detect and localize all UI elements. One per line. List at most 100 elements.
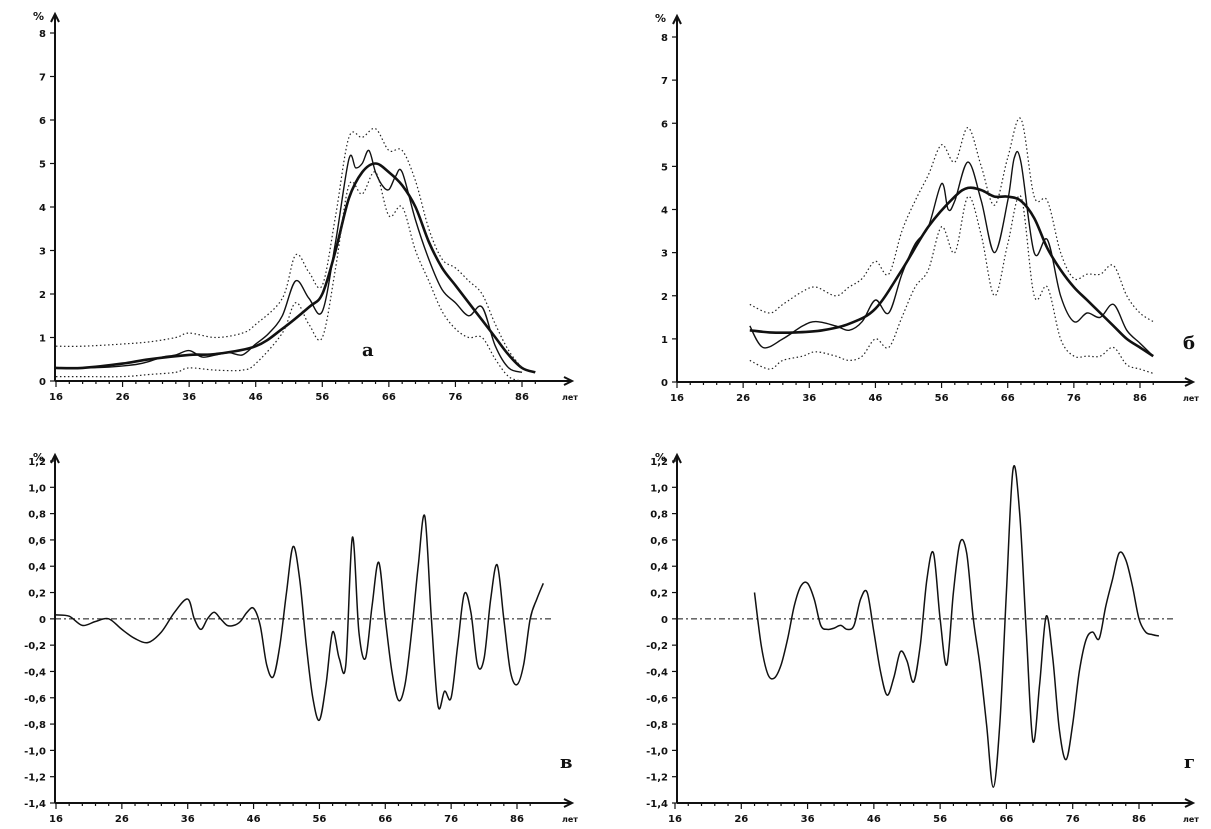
panel-v-xtick-label: 36 [181,814,195,825]
panel-v-ylabel: % [33,451,44,464]
panel-v-axes: -1,4 -1,2 -1,0 -0,8 -0,6 -0,4 -0,2 0 0,2 0,4 0,6 0,… [24,452,575,825]
panel-v: -1,4 -1,2 -1,0 -0,8 -0,6 -0,4 -0,2 0 0,2 0,4 0,6 0,… [24,451,578,825]
panel-g-ytick-label: 1,2 [650,457,668,468]
panel-b-ytick-label: 0 [661,378,668,389]
panel-v-ytick-label: -1,2 [24,773,46,784]
panel-v-ytick-label: 1,2 [28,457,46,468]
panel-v-xtick-label: 26 [115,814,129,825]
panel-a-letter: а [362,340,374,361]
panel-g-series-resid-0 [753,465,1160,788]
panel-g-ytick-label: 0,4 [650,562,668,573]
panel-g-xtick-label: 86 [1132,814,1146,825]
panel-v-xtick-label: 16 [49,814,63,825]
panel-v-ytick-label: -1,4 [24,799,46,810]
panel-a-ytick-label: 0 [39,377,46,388]
panel-v-ytick-label: -0,2 [24,641,46,652]
panel-a-series-dotted-3 [56,171,523,382]
panel-b-series-dotted-2 [749,117,1154,323]
panel-g-ytick-label: -0,4 [646,667,668,678]
panel-g-ytick-label: -0,2 [646,641,668,652]
panel-b-ytick-label: 6 [661,119,668,130]
panel-a-xtick-label: 66 [382,392,396,403]
panel-a-xtick-label: 36 [182,392,196,403]
panel-g-axes: -1,4 -1,2 -1,0 -0,8 -0,6 -0,4 -0,2 0 0,2 0,4 0,6 0,… [646,452,1196,825]
panel-a-xtick-label: 16 [49,392,63,403]
panel-b-xtick-label: 16 [670,393,684,404]
panel-a-ytick-label: 2 [39,290,46,301]
panel-a-ytick-label: 8 [39,29,46,40]
panel-a-x-arrow [563,376,575,386]
panel-b-series-smooth-1 [749,186,1154,358]
panel-b-series [749,117,1154,374]
panel-b-ytick-label: 4 [661,206,668,217]
panel-v-ytick-label: -0,4 [24,667,46,678]
panel-g-letter: г [1184,752,1195,773]
panel-b-y-arrow [672,13,682,25]
panel-v-xtick-label: 56 [312,814,326,825]
panel-a-ytick-label: 3 [39,247,46,258]
panel-g-ylabel: % [655,451,666,464]
panel-g-xlabel: лет [1183,815,1199,824]
panel-a-series-raw-0 [55,149,523,373]
panel-a-series-smooth-1 [55,162,536,374]
panel-g-ytick-label: 1,0 [650,483,668,494]
panel-b-xtick-label: 66 [1001,393,1015,404]
panel-g-xtick-label: 76 [1066,814,1080,825]
panel-v-xtick-label: 86 [510,814,524,825]
panel-a-ytick-label: 4 [39,203,46,214]
panel-v-y-arrow [50,452,60,464]
panel-g-ytick-label: -1,4 [646,799,668,810]
panel-v-ytick-label: 0,2 [28,589,46,600]
panel-b-ytick-label: 1 [661,335,668,346]
panel-v-series-resid-0 [55,514,544,722]
panel-v-ytick-label: 0 [39,615,46,626]
panel-b-ytick-label: 3 [661,249,668,260]
panel-v-ytick-label: 0,4 [28,562,46,573]
panel-g-ytick-label: -0,8 [646,720,668,731]
panel-a-ytick-label: 5 [39,160,46,171]
panel-g-ytick-label: -0,6 [646,694,668,705]
panel-v-xtick-label: 76 [444,814,458,825]
panel-g-xtick-label: 36 [801,814,815,825]
panel-g-xtick-label: 66 [999,814,1013,825]
panel-a-xtick-label: 76 [448,392,462,403]
panel-b-xtick-label: 76 [1067,393,1081,404]
panel-b-xtick-label: 86 [1133,393,1147,404]
panel-g-ytick-label: 0 [661,615,668,626]
panel-b-series-dotted-3 [749,194,1154,374]
panel-g-y-arrow [672,452,682,464]
panel-a-ytick-label: 1 [39,334,46,345]
panel-v-xtick-label: 46 [247,814,261,825]
panel-v-series [55,514,544,722]
panel-g-ytick-label: 0,6 [650,536,668,547]
panel-a-ytick-label: 7 [39,73,46,84]
panel-a-xtick-label: 26 [116,392,130,403]
panel-b-xlabel: лет [1183,394,1199,403]
panel-b-x-arrow [1184,377,1196,387]
panel-a-xlabel: лет [562,393,578,402]
panel-a-ylabel: % [33,10,44,23]
panel-v-ytick-label: 0,6 [28,536,46,547]
panel-g-x-arrow [1184,798,1196,808]
panel-a-xtick-label: 46 [249,392,263,403]
panel-a-xtick-label: 56 [315,392,329,403]
panel-g-xtick-label: 26 [734,814,748,825]
panel-a-series-dotted-2 [55,127,523,369]
panel-g-series [753,465,1160,788]
panel-g-ytick-label: 0,2 [650,589,668,600]
panel-g-ytick-label: 0,8 [650,510,668,521]
panel-a-ytick-label: 6 [39,116,46,127]
panel-g-xtick-label: 16 [668,814,682,825]
panel-b-ytick-label: 2 [661,292,668,303]
panel-v-x-arrow [563,798,575,808]
panel-b-ytick-label: 5 [661,162,668,173]
panel-v-ytick-label: 1,0 [28,483,46,494]
panel-v-ytick-label: -1,0 [24,746,46,757]
panel-a-xtick-label: 86 [515,392,529,403]
panel-b-xtick-label: 26 [736,393,750,404]
